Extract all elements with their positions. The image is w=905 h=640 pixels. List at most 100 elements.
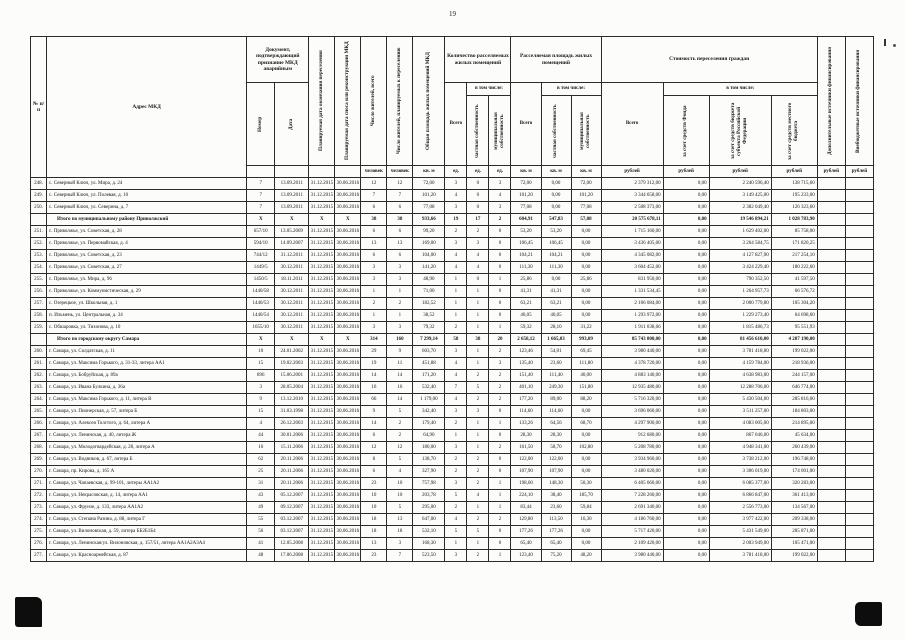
table-cell: 161,50 — [510, 441, 542, 454]
table-cell: 30.06.2016 — [334, 501, 362, 514]
table-cell: 0,00 — [662, 357, 710, 370]
table-cell: 20.11.2006 — [274, 477, 310, 490]
table-cell: 31.12.2015 — [308, 297, 336, 310]
table-row: 272. г. Самара, ул. Некрасовская, д. 14, … — [29, 489, 875, 502]
table-cell: 2 — [444, 453, 468, 466]
table-cell: 209 338,00 — [770, 513, 818, 526]
table-row: 250. с. Северный Ключ, ул. Северина, д. 7… — [29, 201, 875, 214]
unit-cell: кв. м — [540, 165, 572, 178]
table-cell: 12 — [386, 177, 414, 190]
table-cell: 0,00 — [570, 537, 602, 550]
table-cell: 5 — [386, 405, 414, 418]
table-cell: 1 — [488, 489, 512, 502]
table-cell: 30.06.2016 — [334, 201, 362, 214]
table-cell: 30.06.2016 — [334, 261, 362, 274]
table-cell: с. Приволжье, ул. Советская, д. 28 — [46, 225, 248, 238]
table-cell: 276. — [29, 537, 48, 550]
table-cell: 1 911 038,66 — [600, 321, 664, 334]
table-cell: 4 948 341,00 — [708, 441, 772, 454]
table-cell: 603,70 — [412, 345, 446, 358]
table-cell: 05.12.2007 — [274, 489, 310, 502]
table-cell: 83,44 — [510, 501, 542, 514]
table-cell: 4 297 900,00 — [600, 417, 664, 430]
table-cell: 5 — [466, 525, 490, 538]
table-cell: 26.12.2003 — [274, 417, 310, 430]
table-cell: 53,20 — [540, 225, 572, 238]
table-cell — [816, 333, 846, 346]
table-cell — [844, 237, 875, 250]
table-cell: 30.12.2011 — [274, 261, 310, 274]
table-cell: 2 240 596,40 — [708, 177, 772, 190]
table-cell: 0,00 — [570, 453, 602, 466]
table-cell: 0,00 — [662, 429, 710, 442]
table-cell: 106,45 — [510, 237, 542, 250]
table-cell: 3 980 440,00 — [600, 345, 664, 358]
table-cell: 66 — [360, 393, 388, 406]
table-cell: г. Самара, ул. Водников, д. 67, литера Б — [46, 453, 248, 466]
table-cell: 896 — [246, 369, 276, 382]
table-cell: 4 — [386, 465, 414, 478]
table-cell: X — [246, 333, 276, 346]
unit-cell: рублей — [816, 165, 846, 178]
table-cell: 2 — [466, 477, 490, 490]
table-cell: 2 003 949,00 — [708, 537, 772, 550]
table-cell: 30.06.2016 — [334, 429, 362, 442]
table-cell: 1 — [466, 429, 490, 442]
table-cell: 40,05 — [510, 309, 542, 322]
table-cell: 168,30 — [412, 537, 446, 550]
table-cell: 31.12.2015 — [308, 501, 336, 514]
table-cell: 3 — [444, 345, 468, 358]
table-cell: 31.12.2015 — [308, 405, 336, 418]
table-row: 270. г. Самара, пр. Кирова, д. 165 А 25 20.… — [29, 465, 875, 478]
header-cost-local-label: за счет средств местного бюджета — [787, 101, 800, 160]
table-cell: 2 — [466, 465, 490, 478]
table-cell: 6 — [360, 225, 388, 238]
table-cell — [816, 261, 846, 274]
unit-cell: рублей — [708, 165, 772, 178]
table-cell: 64 698,60 — [770, 309, 818, 322]
table-cell: 1 — [466, 285, 490, 298]
table-cell: 1 665,03 — [540, 333, 572, 346]
table-cell: 4 — [444, 513, 468, 526]
table-cell: 295,00 — [412, 501, 446, 514]
table-cell: 3 — [444, 237, 468, 250]
table-cell: 3 980 440,00 — [600, 549, 664, 562]
table-cell: 7 — [360, 189, 388, 202]
table-cell: 15 — [246, 405, 276, 418]
table-cell: 19 — [444, 213, 468, 226]
table-cell: 49 — [246, 501, 276, 514]
table-cell: 0,00 — [662, 465, 710, 478]
table-cell: 2 — [444, 417, 468, 430]
table-cell: 0,00 — [570, 429, 602, 442]
table-cell — [844, 357, 875, 370]
header-qty-including: в том числе: — [466, 82, 512, 96]
table-cell: 4 638 983,00 — [708, 369, 772, 382]
table-cell: 254. — [29, 261, 48, 274]
header-cost-group: Стоимость переселения граждан — [600, 36, 818, 83]
table-cell: 252. — [29, 237, 48, 250]
table-cell: г. Самара, ул. Степана Разина, д. 88, ли… — [46, 513, 248, 526]
table-cell: 2 — [488, 381, 512, 394]
table-cell — [816, 249, 846, 262]
table-cell: 28,10 — [540, 321, 572, 334]
table-cell: 3 — [386, 261, 414, 274]
table-cell: 31.12.2015 — [308, 309, 336, 322]
table-cell: 1 — [466, 357, 490, 370]
table-cell: 0,00 — [662, 525, 710, 538]
table-cell: 104,21 — [510, 249, 542, 262]
table-cell: 0,00 — [662, 297, 710, 310]
table-cell — [844, 225, 875, 238]
table-row: 262. г. Самара, ул. Бобруйская, д. 89а 896… — [29, 369, 875, 382]
table-row: 266. г. Самара, ул. Алексея Толстого, д. … — [29, 417, 875, 430]
table-cell: с. Северный Ключ, ул. Мира, д. 24 — [46, 177, 248, 190]
unit-cell — [246, 165, 276, 178]
table-cell: 20.11.2006 — [274, 453, 310, 466]
table-cell — [816, 393, 846, 406]
table-cell — [844, 297, 875, 310]
table-cell: 244 157,00 — [770, 369, 818, 382]
table-cell — [844, 417, 875, 430]
table-cell: 0 — [488, 405, 512, 418]
table-cell: 0,00 — [570, 465, 602, 478]
table-cell: 263. — [29, 381, 48, 394]
table-cell: 3 — [488, 201, 512, 214]
